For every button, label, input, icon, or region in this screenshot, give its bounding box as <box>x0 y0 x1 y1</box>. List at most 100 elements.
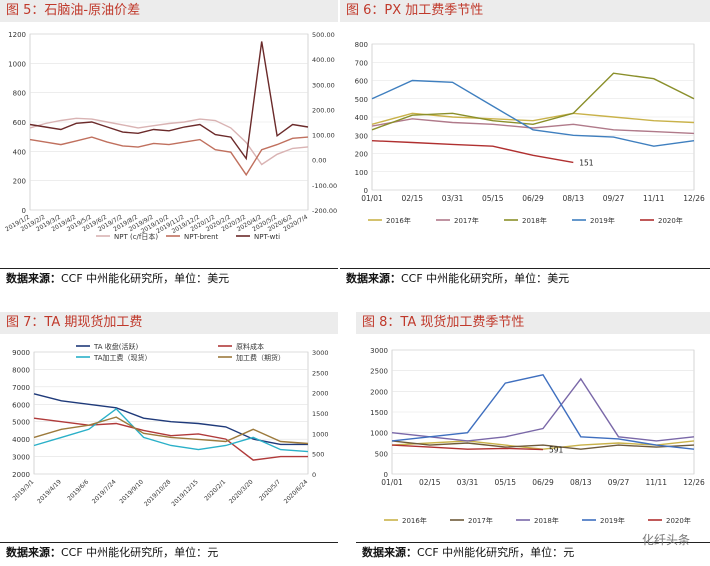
legend-label: 2020年 <box>658 216 683 225</box>
chart-panel-fig7: 图 7：TA 期现货加工费 2000 3000 4000 5000 6000 7000 80… <box>0 312 338 566</box>
source-note: 数据来源：CCF 中州能化研究所，单位：美元 <box>6 272 230 285</box>
y2-tick-label: 2000 <box>312 390 329 398</box>
chart-panel-fig5: 图 5：石脑油-原油价差 0 200 400 600 800 1000 1200 -200.0… <box>0 0 338 290</box>
series-line <box>33 407 309 453</box>
legend-label: TA 收盘(活跃) <box>93 342 138 351</box>
legend-label: 2016年 <box>386 216 411 225</box>
x-tick-label: 2019/6/6 <box>66 478 90 502</box>
y-tick-label: 4000 <box>12 436 30 444</box>
x-tick-label: 09/27 <box>603 194 625 203</box>
y-tick-label: 3000 <box>12 454 30 462</box>
series-line <box>29 41 309 161</box>
chart-title: 图 6：PX 加工费季节性 <box>340 0 710 22</box>
series-line <box>391 440 695 450</box>
chart-title: 图 7：TA 期现货加工费 <box>0 312 338 334</box>
y-tick-label: 500 <box>375 450 388 458</box>
series-line <box>371 72 695 131</box>
x-tick-label: 2019/9/10 <box>118 478 145 505</box>
source-note: 数据来源：CCF 中州能化研究所，单位：美元 <box>346 272 570 285</box>
y-tick-label: 200 <box>13 178 26 186</box>
chart-title: 图 8：TA 现货加工费季节性 <box>356 312 710 334</box>
legend-label: 2019年 <box>600 516 625 525</box>
y-tick-label: 600 <box>355 78 368 86</box>
y2-tick-label: 300.00 <box>312 81 335 89</box>
y-tick-label: 7000 <box>12 384 30 392</box>
watermark-text: 化纤头条 <box>641 533 690 547</box>
y2-tick-label: 0.00 <box>312 157 326 165</box>
y-tick-label: 1000 <box>370 430 388 438</box>
legend-label: 2018年 <box>522 216 547 225</box>
x-tick-label: 09/27 <box>608 478 630 487</box>
y2-tick-label: 500.00 <box>312 31 335 39</box>
y-tick-label: 6000 <box>12 401 30 409</box>
legend-label: 原料成本 <box>236 342 264 351</box>
legend-label: 2019年 <box>590 216 615 225</box>
series-line <box>391 444 544 451</box>
x-tick-label: 03/31 <box>442 194 464 203</box>
y-tick-label: 800 <box>13 90 26 98</box>
x-tick-label: 2019/4/19 <box>36 478 63 505</box>
y2-tick-label: 2500 <box>312 369 329 377</box>
y-tick-label: 1200 <box>8 31 26 39</box>
x-tick-label: 01/01 <box>381 478 403 487</box>
y2-tick-label: 1500 <box>312 410 329 418</box>
source-note: 数据来源：CCF 中州能化研究所，单位：元 <box>362 546 575 559</box>
y-tick-label: 5000 <box>12 419 30 427</box>
y-tick-label: 1000 <box>8 60 26 68</box>
y-tick-label: 1500 <box>370 409 388 417</box>
series-line <box>391 377 695 442</box>
x-tick-label: 2020/2/1 <box>203 478 227 502</box>
data-label: 591 <box>549 446 564 455</box>
legend-label: 2017年 <box>454 216 479 225</box>
y-tick-label: 600 <box>13 119 26 127</box>
y2-tick-label: -200.00 <box>312 207 337 215</box>
x-tick-label: 2019/12/15 <box>170 478 200 508</box>
y-tick-label: 300 <box>355 132 368 140</box>
y2-tick-label: 1000 <box>312 430 329 438</box>
y-tick-label: 400 <box>355 114 368 122</box>
y-tick-label: 0 <box>384 471 388 479</box>
y2-tick-label: -100.00 <box>312 182 337 190</box>
x-tick-label: 12/26 <box>683 478 705 487</box>
series-line <box>33 417 308 461</box>
data-label: 151 <box>579 158 594 167</box>
chart-panel-fig8: 图 8：TA 现货加工费季节性 0 500 1000 1500 2000 2500 3000… <box>356 312 710 566</box>
y2-tick-label: 200.00 <box>312 106 335 114</box>
x-tick-label: 2020/6/24 <box>283 478 310 505</box>
series-line <box>371 118 695 135</box>
y-tick-label: 700 <box>355 59 368 67</box>
series-line <box>29 136 309 177</box>
y2-tick-label: 100.00 <box>312 132 335 140</box>
x-tick-label: 2020/5/7 <box>258 478 282 502</box>
y-tick-label: 400 <box>13 148 26 156</box>
y-tick-label: 0 <box>364 187 368 195</box>
x-tick-label: 2020/3/20 <box>228 478 255 505</box>
x-tick-label: 12/26 <box>683 194 705 203</box>
legend-label: 加工费（期货） <box>236 353 285 362</box>
legend-label: 2016年 <box>402 516 427 525</box>
y-tick-label: 2000 <box>370 388 388 396</box>
x-tick-label: 03/31 <box>457 478 479 487</box>
x-tick-label: 08/13 <box>562 194 584 203</box>
y-tick-label: 2000 <box>12 471 30 479</box>
x-tick-label: 05/15 <box>482 194 504 203</box>
y2-tick-label: 0 <box>312 471 316 479</box>
x-tick-label: 06/29 <box>532 478 554 487</box>
y-tick-label: 200 <box>355 151 368 159</box>
y-tick-label: 0 <box>22 207 26 215</box>
legend-label: NPT (c/f日本) <box>114 232 158 241</box>
series-line <box>371 140 574 164</box>
legend-label: TA加工费（现货） <box>93 353 152 362</box>
x-tick-label: 2019/10/28 <box>143 478 173 508</box>
source-note: 数据来源：CCF 中州能化研究所，单位：元 <box>6 546 219 559</box>
y2-tick-label: 400.00 <box>312 56 335 64</box>
plot-area <box>33 351 309 475</box>
y-tick-label: 3000 <box>370 347 388 355</box>
y-tick-label: 500 <box>355 96 368 104</box>
y2-tick-label: 500 <box>312 451 324 459</box>
series-line <box>29 117 309 166</box>
series-line <box>371 79 695 147</box>
x-tick-label: 02/15 <box>419 478 441 487</box>
y-tick-label: 100 <box>355 169 368 177</box>
y-tick-label: 9000 <box>12 349 30 357</box>
